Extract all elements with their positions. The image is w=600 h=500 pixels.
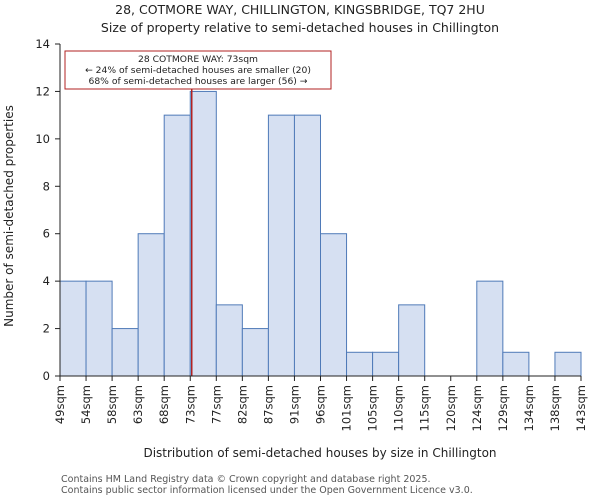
- x-ticks-group: 49sqm 54sqm 58sqm 63sqm 68sqm 73sqm 77sqm 82sqm…: [53, 376, 588, 431]
- y-axis-label: Number of semi-detached properties: [2, 105, 16, 327]
- bar-87sqm: [267, 114, 295, 377]
- y-tick-label: 0: [43, 369, 50, 383]
- histogram-chart: 28, COTMORE WAY, CHILLINGTON, KINGSBRIDG…: [2, 2, 588, 460]
- x-tick-label: 101sqm: [340, 385, 354, 431]
- y-ticks-group: 0 2 4 6 8 10 12 14: [35, 37, 60, 383]
- footer-line-2: Contains public sector information licen…: [61, 485, 473, 496]
- annotation-line-1: 28 COTMORE WAY: 73sqm: [138, 54, 258, 65]
- bar-110sqm: [398, 304, 426, 377]
- y-tick-label: 14: [35, 37, 50, 51]
- x-tick-label: 82sqm: [235, 385, 249, 424]
- x-tick-label: 105sqm: [366, 385, 380, 431]
- bar-96sqm: [320, 233, 348, 377]
- x-tick-label: 58sqm: [105, 385, 119, 424]
- y-tick-label: 2: [43, 322, 50, 336]
- x-tick-label: 68sqm: [157, 385, 171, 424]
- chart-subtitle: Size of property relative to semi-detach…: [101, 20, 499, 35]
- x-tick-label: 91sqm: [287, 385, 301, 424]
- bar-58sqm: [111, 328, 139, 377]
- y-tick-label: 10: [35, 132, 50, 146]
- footer-line-1: Contains HM Land Registry data © Crown c…: [61, 474, 431, 485]
- x-tick-label: 120sqm: [444, 385, 458, 431]
- bar-105sqm: [372, 351, 400, 377]
- x-tick-label: 143sqm: [574, 385, 588, 431]
- chart-title: 28, COTMORE WAY, CHILLINGTON, KINGSBRIDG…: [115, 2, 485, 17]
- bar-49sqm: [59, 280, 87, 377]
- y-tick-label: 8: [43, 179, 50, 193]
- bar-54sqm: [85, 280, 113, 377]
- bar-129sqm: [502, 351, 530, 377]
- annotation-frame: [64, 50, 332, 90]
- bar-91sqm: [293, 114, 322, 377]
- bar-138sqm: [554, 351, 582, 377]
- annotation-box: 28 COTMORE WAY: 73sqm ← 24% of semi-deta…: [64, 50, 332, 90]
- bar-82sqm: [241, 328, 269, 377]
- annotation-line-2: ← 24% of semi-detached houses are smalle…: [85, 65, 311, 76]
- x-tick-label: 110sqm: [392, 385, 406, 431]
- x-tick-label: 129sqm: [496, 385, 510, 431]
- x-tick-label: 54sqm: [79, 385, 93, 424]
- x-tick-label: 77sqm: [209, 385, 223, 424]
- x-tick-label: 124sqm: [470, 385, 484, 431]
- x-tick-label: 96sqm: [314, 385, 328, 424]
- bar-68sqm: [163, 114, 191, 377]
- bar-73sqm: [189, 90, 217, 377]
- bars-group: [59, 90, 582, 377]
- bar-101sqm: [346, 351, 374, 377]
- x-axis-label: Distribution of semi-detached houses by …: [143, 446, 496, 460]
- y-tick-label: 12: [35, 84, 50, 98]
- bar-77sqm: [215, 304, 243, 377]
- x-tick-label: 87sqm: [261, 385, 275, 424]
- x-tick-label: 63sqm: [131, 385, 145, 424]
- bar-63sqm: [137, 233, 165, 377]
- x-tick-label: 73sqm: [183, 385, 197, 424]
- y-tick-label: 4: [43, 274, 50, 288]
- annotation-line-3: 68% of semi-detached houses are larger (…: [88, 76, 307, 87]
- bar-124sqm: [476, 280, 504, 377]
- x-tick-label: 138sqm: [548, 385, 562, 431]
- y-tick-label: 6: [43, 227, 50, 241]
- x-tick-label: 115sqm: [418, 385, 432, 431]
- x-tick-label: 134sqm: [522, 385, 536, 431]
- x-tick-label: 49sqm: [53, 385, 67, 424]
